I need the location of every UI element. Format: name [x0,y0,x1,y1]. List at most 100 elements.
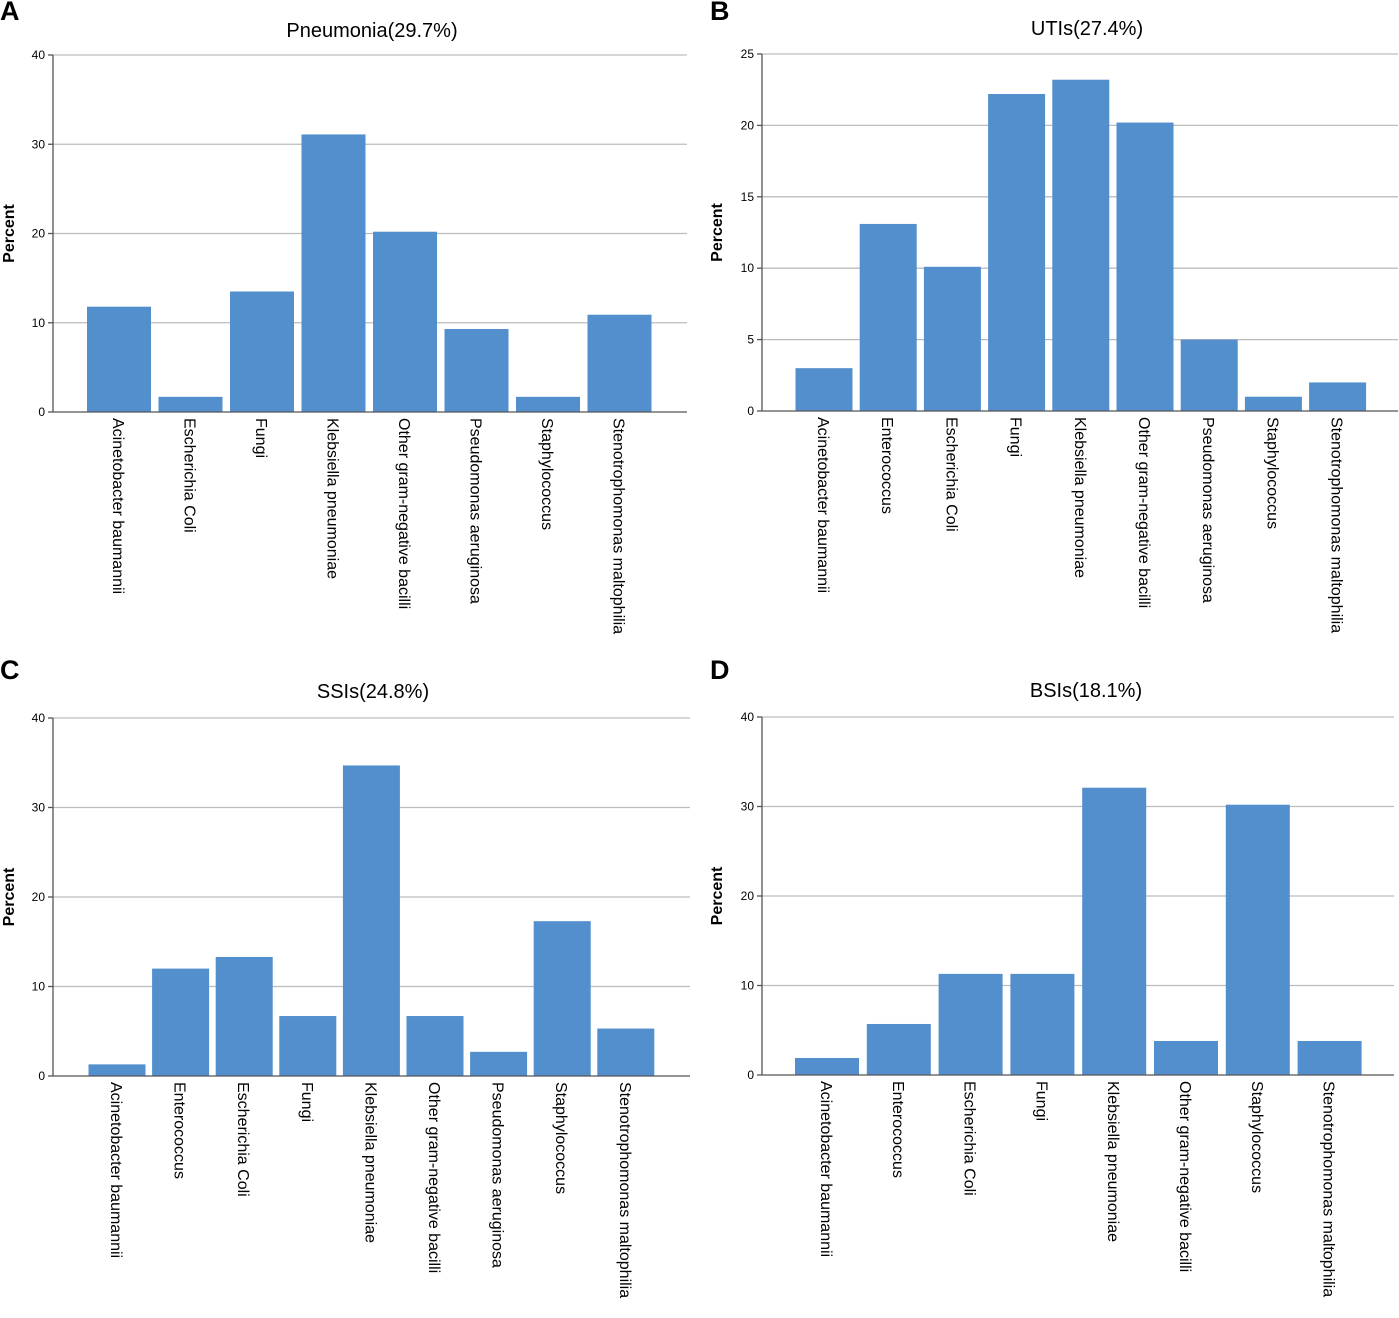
y-tick-label: 40 [32,711,46,725]
bar-fungi [988,93,1046,411]
x-category-label: Fungi [298,1082,315,1122]
x-category-label: Pseudomonas aeruginosa [489,1082,506,1268]
y-tick-label: 0 [747,404,754,418]
bar-acinetobacter-baumannii [795,368,853,411]
y-tick-label: 30 [32,801,46,815]
y-tick-label: 30 [741,800,755,814]
bar-other-gram-negative-bacilli [406,1016,464,1076]
chart-utis: 0 5 10 15 20 25 Acinetobacter baumannii Enteroc… [709,18,1398,633]
x-category-label: Escherichia Coli [961,1081,978,1196]
x-category-label: Staphylococcus [538,418,555,530]
y-tick-label: 40 [741,710,755,724]
chart-title: BSIs(18.1%) [1030,680,1142,702]
y-tick-label: 0 [38,405,45,419]
bar-pseudomonas-aeruginosa [1180,339,1238,411]
x-category-label: Stenotrophomonas maltophilia [1320,1081,1337,1297]
bar-escherichia-coli [938,973,1003,1075]
y-tick-label: 10 [741,979,755,993]
x-category-label: Enterococcus [878,417,895,514]
x-category-label: Escherichia Coli [181,418,198,533]
x-category-label: Other gram-negative bacilli [425,1082,442,1273]
bar-staphylococcus [1244,396,1302,411]
chart-title: SSIs(24.8%) [317,681,429,703]
bar-stenotrophomonas-maltophilia [1297,1040,1362,1075]
y-axis-label: Percent [1,203,18,262]
y-tick-label: 15 [741,190,755,204]
x-category-label: Enterococcus [171,1082,188,1179]
x-category-label: Other gram-negative bacilli [395,418,412,609]
bar-fungi [279,1016,337,1076]
x-category-label: Fungi [1007,417,1024,457]
y-tick-label: 20 [32,227,46,241]
bar-staphylococcus [516,396,580,412]
bar-other-gram-negative-bacilli [373,231,437,412]
bar-other-gram-negative-bacilli [1154,1040,1218,1075]
panel-label: D [710,655,730,685]
x-category-label: Klebsiella pneumoniae [324,418,341,579]
bar-acinetobacter-baumannii [88,1064,146,1076]
bar-acinetobacter-baumannii [87,306,151,412]
x-category-label: Fungi [1032,1081,1049,1121]
y-tick-label: 10 [741,261,755,275]
x-category-label: Klebsiella pneumoniae [1104,1081,1121,1242]
bar-klebsiella-pneumoniae [1052,79,1110,411]
x-category-label: Escherichia Coli [942,417,959,532]
x-category-label: Stenotrophomonas maltophilia [610,418,627,634]
y-tick-label: 10 [32,980,46,994]
bar-escherichia-coli [158,396,223,412]
bar-stenotrophomonas-maltophilia [1309,382,1367,411]
bar-escherichia-coli [215,956,273,1076]
panel-b: B 0 5 10 15 20 25 Acinetobacter baumannii Enter… [700,0,1399,659]
bar-enterococcus [152,968,210,1076]
x-category-label: Stenotrophomonas maltophilia [616,1082,633,1298]
bar-klebsiella-pneumoniae [1082,787,1147,1075]
bar-pseudomonas-aeruginosa [470,1051,528,1076]
bar-enterococcus [859,223,917,411]
x-category-label: Pseudomonas aeruginosa [467,418,484,604]
y-tick-label: 30 [32,137,46,151]
x-category-label: Acinetobacter baumannii [814,417,831,593]
x-category-label: Escherichia Coli [234,1082,251,1197]
x-category-label: Staphylococcus [552,1082,569,1194]
chart-pneumonia: 0 10 20 30 40 Acinetobacter baumannii Escheric… [1,20,687,634]
panel-label: C [0,655,20,685]
y-tick-label: 20 [741,889,755,903]
x-category-label: Acinetobacter baumannii [817,1081,834,1257]
y-axis-label: Percent [1,867,18,926]
bar-pseudomonas-aeruginosa [444,328,509,412]
panel-a: A 0 10 20 30 40 Acinetobacter baumannii Escher… [0,0,699,659]
chart-title: Pneumonia(29.7%) [286,20,457,42]
x-category-label: Pseudomonas aeruginosa [1199,417,1216,603]
y-tick-label: 20 [741,118,755,132]
y-tick-label: 10 [32,316,46,330]
bar-stenotrophomonas-maltophilia [597,1028,655,1076]
bar-enterococcus [866,1023,931,1075]
x-category-label: Stenotrophomonas maltophilia [1328,417,1345,633]
y-tick-label: 0 [38,1069,45,1083]
bar-staphylococcus [533,921,591,1076]
y-tick-label: 0 [747,1068,754,1082]
y-tick-label: 40 [32,48,46,62]
x-category-label: Staphylococcus [1263,417,1280,529]
x-category-label: Acinetobacter baumannii [109,418,126,594]
x-category-label: Klebsiella pneumoniae [1071,417,1088,578]
bar-fungi [230,291,294,412]
bar-klebsiella-pneumoniae [342,765,400,1076]
chart-bsis: 0 10 20 30 40 Acinetobacter baumannii Enteroco… [709,680,1394,1297]
x-category-label: Fungi [252,418,269,458]
panel-c: C 0 10 20 30 40 Acinetobacter baumannii Entero… [0,655,699,1318]
bar-staphylococcus [1225,804,1290,1075]
x-category-label: Klebsiella pneumoniae [361,1082,378,1243]
bar-escherichia-coli [923,266,981,411]
bar-acinetobacter-baumannii [795,1057,859,1075]
panel-label: B [710,0,730,26]
chart-ssis: 0 10 20 30 40 Acinetobacter baumannii Enteroco… [1,681,690,1298]
x-category-label: Acinetobacter baumannii [107,1082,124,1258]
bar-stenotrophomonas-maltophilia [587,314,652,412]
x-category-label: Staphylococcus [1248,1081,1265,1193]
x-category-label: Other gram-negative bacilli [1135,417,1152,608]
bar-other-gram-negative-bacilli [1116,122,1174,411]
bar-klebsiella-pneumoniae [301,134,366,412]
panel-d: D 0 10 20 30 40 Acinetobacter baumannii Entero… [700,655,1399,1318]
panel-label: A [0,0,20,26]
